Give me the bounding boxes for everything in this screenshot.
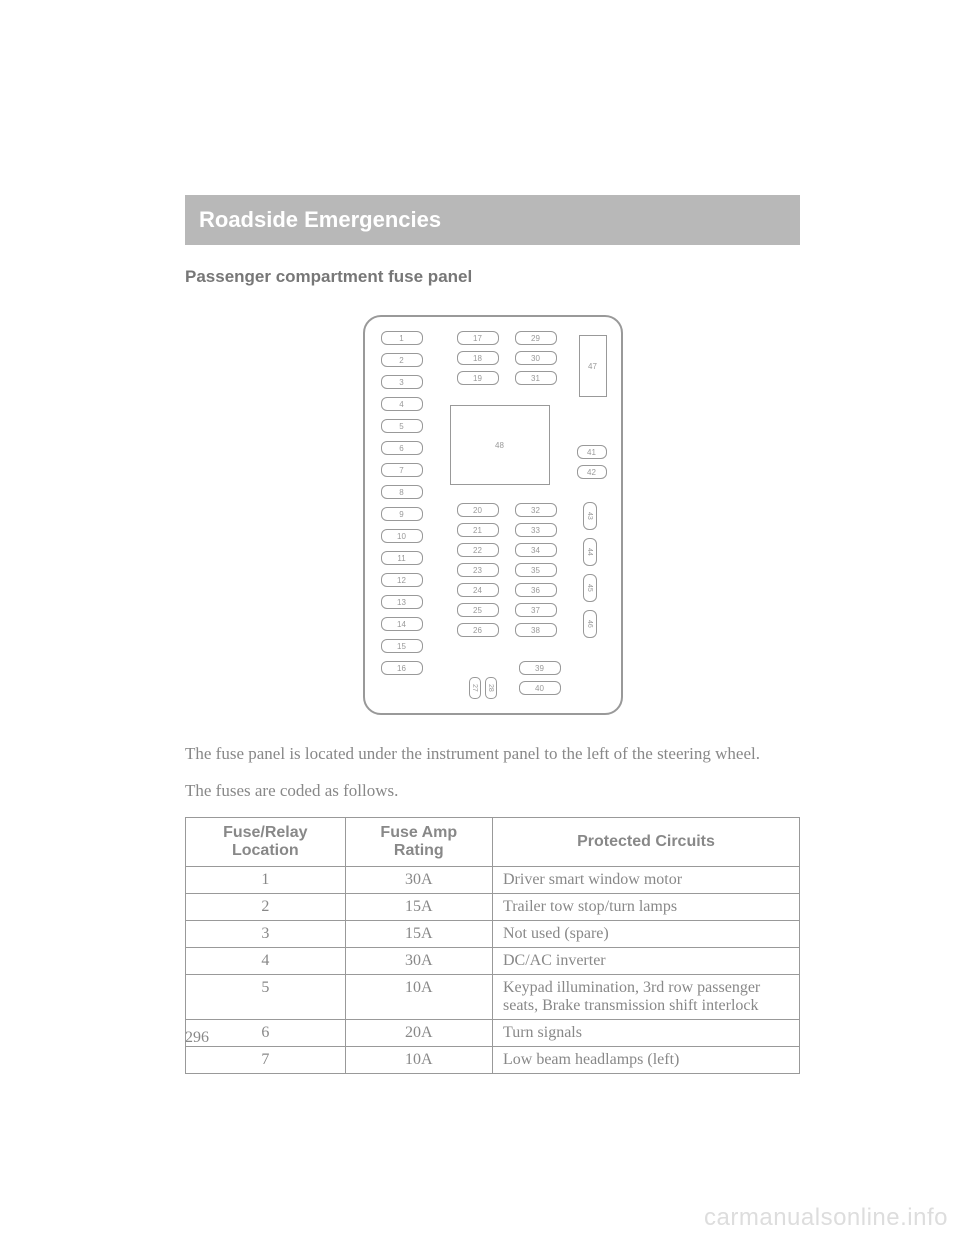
table-row: 710ALow beam headlamps (left) <box>186 1046 800 1073</box>
fuse-slot: 46 <box>583 610 597 638</box>
fuse-slot: 13 <box>381 595 423 609</box>
cell-rating: 30A <box>345 866 492 893</box>
paragraph-2: The fuses are coded as follows. <box>185 780 800 803</box>
fuse-slot: 2 <box>381 353 423 367</box>
fuse-slot: 29 <box>515 331 557 345</box>
fuse-slot: 9 <box>381 507 423 521</box>
table-row: 430ADC/AC inverter <box>186 947 800 974</box>
fuse-slot: 36 <box>515 583 557 597</box>
table-row: 315ANot used (spare) <box>186 920 800 947</box>
cell-location: 1 <box>186 866 346 893</box>
cell-rating: 20A <box>345 1019 492 1046</box>
cell-circuits: Keypad illumination, 3rd row passenger s… <box>492 974 799 1019</box>
cell-circuits: DC/AC inverter <box>492 947 799 974</box>
fuse-slot: 30 <box>515 351 557 365</box>
table-row: 130ADriver smart window motor <box>186 866 800 893</box>
fuse-slot: 32 <box>515 503 557 517</box>
fuse-slot: 4 <box>381 397 423 411</box>
fuse-table: Fuse/Relay Location Fuse Amp Rating Prot… <box>185 817 800 1074</box>
fuse-diagram: 12345678910111213141516 171819 293031 48… <box>185 315 800 715</box>
fuse-slot: 3 <box>381 375 423 389</box>
cell-location: 5 <box>186 974 346 1019</box>
fuse-box-48: 48 <box>450 405 550 485</box>
fuse-slot: 45 <box>583 574 597 602</box>
fuse-slot: 40 <box>519 681 561 695</box>
fuse-col-2-bot: 20 21 22 23 24 25 26 <box>457 503 499 643</box>
fuse-slot: 38 <box>515 623 557 637</box>
cell-rating: 30A <box>345 947 492 974</box>
table-row: 510AKeypad illumination, 3rd row passeng… <box>186 974 800 1019</box>
section-title: Passenger compartment fuse panel <box>185 267 800 287</box>
cell-rating: 10A <box>345 974 492 1019</box>
fuse-slot: 39 <box>519 661 561 675</box>
fuse-slot: 7 <box>381 463 423 477</box>
cell-location: 6 <box>186 1019 346 1046</box>
paragraph-1: The fuse panel is located under the inst… <box>185 743 800 766</box>
fuse-col-2-top: 17 18 19 <box>457 331 499 391</box>
fuse-slot: 35 <box>515 563 557 577</box>
fuse-slot: 34 <box>515 543 557 557</box>
fuse-panel-outline: 12345678910111213141516 171819 293031 48… <box>363 315 623 715</box>
fuse-slot: 20 <box>457 503 499 517</box>
fuse-slot: 8 <box>381 485 423 499</box>
fuse-slot: 25 <box>457 603 499 617</box>
fuse-slot: 41 <box>577 445 607 459</box>
cell-circuits: Turn signals <box>492 1019 799 1046</box>
fuse-slot: 14 <box>381 617 423 631</box>
fuse-slot: 5 <box>381 419 423 433</box>
cell-location: 2 <box>186 893 346 920</box>
fuse-slot: 44 <box>583 538 597 566</box>
fuse-slot: 18 <box>457 351 499 365</box>
fuse-slot: 15 <box>381 639 423 653</box>
fuse-slot: 42 <box>577 465 607 479</box>
cell-location: 7 <box>186 1046 346 1073</box>
fuse-slot: 27 <box>469 677 481 699</box>
cell-rating: 15A <box>345 893 492 920</box>
cell-location: 3 <box>186 920 346 947</box>
table-row: 620ATurn signals <box>186 1019 800 1046</box>
cell-location: 4 <box>186 947 346 974</box>
cell-circuits: Trailer tow stop/turn lamps <box>492 893 799 920</box>
fuse-col-3-bot: 32 33 34 35 36 37 38 <box>515 503 557 643</box>
fuse-slot: 21 <box>457 523 499 537</box>
fuse-slot: 37 <box>515 603 557 617</box>
fuse-slot: 22 <box>457 543 499 557</box>
fuse-slot: 33 <box>515 523 557 537</box>
cell-circuits: Low beam headlamps (left) <box>492 1046 799 1073</box>
fuse-slot: 1 <box>381 331 423 345</box>
th-rating: Fuse Amp Rating <box>345 817 492 866</box>
fuse-slot: 43 <box>583 502 597 530</box>
th-location: Fuse/Relay Location <box>186 817 346 866</box>
fuse-col-right: 4142 <box>577 445 607 485</box>
watermark: carmanualsonline.info <box>704 1204 948 1232</box>
fuse-slot: 16 <box>381 661 423 675</box>
th-circuits: Protected Circuits <box>492 817 799 866</box>
fuse-col-3-top: 29 30 31 <box>515 331 557 391</box>
fuse-slot: 23 <box>457 563 499 577</box>
cell-circuits: Driver smart window motor <box>492 866 799 893</box>
fuse-slot: 6 <box>381 441 423 455</box>
chapter-title: Roadside Emergencies <box>199 207 786 233</box>
fuse-bottom-right: 3940 <box>519 661 561 701</box>
cell-rating: 10A <box>345 1046 492 1073</box>
chapter-header: Roadside Emergencies <box>185 195 800 245</box>
cell-circuits: Not used (spare) <box>492 920 799 947</box>
table-row: 215ATrailer tow stop/turn lamps <box>186 893 800 920</box>
fuse-slot: 24 <box>457 583 499 597</box>
fuse-slot: 31 <box>515 371 557 385</box>
fuse-slot: 10 <box>381 529 423 543</box>
fuse-slot: 12 <box>381 573 423 587</box>
fuse-slot: 19 <box>457 371 499 385</box>
fuse-box-47: 47 <box>579 335 607 397</box>
fuse-col-1: 12345678910111213141516 <box>381 331 423 683</box>
fuse-slot: 28 <box>485 677 497 699</box>
fuse-slot: 17 <box>457 331 499 345</box>
fuse-slot: 26 <box>457 623 499 637</box>
cell-rating: 15A <box>345 920 492 947</box>
fuse-bottom-pair: 2728 <box>469 677 497 699</box>
page-number: 296 <box>185 1029 209 1047</box>
fuse-col-vert: 43 44 45 46 <box>583 502 597 646</box>
fuse-slot: 11 <box>381 551 423 565</box>
